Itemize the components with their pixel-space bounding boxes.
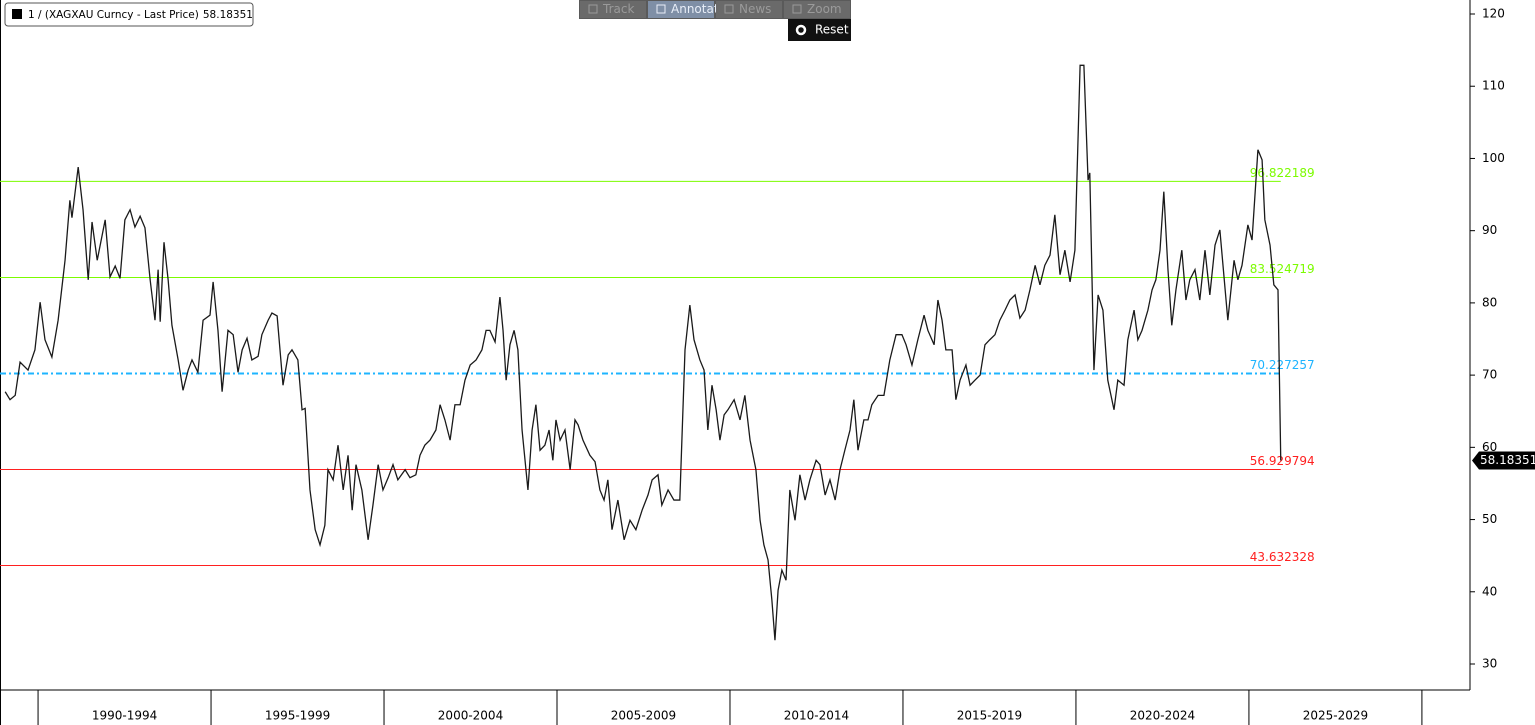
y-tick-label: 30 bbox=[1482, 657, 1497, 671]
toolbar-icon bbox=[656, 4, 666, 14]
reset-icon bbox=[795, 24, 807, 36]
y-tick-label: 40 bbox=[1482, 584, 1497, 598]
last-price-label: 58.18351 bbox=[1480, 453, 1535, 467]
toolbar-icon bbox=[792, 4, 802, 14]
toolbar-icon bbox=[724, 4, 734, 14]
legend-last-value: 58.18351 bbox=[203, 9, 253, 21]
price-line bbox=[4, 64, 1282, 641]
legend-swatch bbox=[12, 9, 22, 19]
toolbar-button-label[interactable]: Annotate bbox=[671, 2, 726, 16]
last-price-tag bbox=[1472, 451, 1535, 470]
legend: 1 / (XAGXAU Curncy - Last Price) 58.18351 bbox=[4, 2, 254, 27]
toolbar-icon bbox=[588, 4, 598, 14]
x-tick-label: 2015-2019 bbox=[957, 709, 1022, 723]
toolbar-button-label[interactable]: Zoom bbox=[807, 2, 842, 16]
toolbar: Reset Track Annotate News Zoom bbox=[579, 0, 851, 41]
y-tick-label: 80 bbox=[1482, 295, 1497, 309]
x-tick-label: 2000-2004 bbox=[438, 709, 503, 723]
x-tick-label: 1995-1999 bbox=[265, 709, 330, 723]
y-tick-label: 120 bbox=[1482, 7, 1505, 21]
level-label: 56.929794 bbox=[1250, 454, 1315, 468]
y-tick-label: 90 bbox=[1482, 223, 1497, 237]
reset-label[interactable]: Reset bbox=[815, 23, 849, 37]
y-tick-label: 110 bbox=[1482, 79, 1505, 93]
y-tick-label: 60 bbox=[1482, 440, 1497, 454]
level-label: 70.227257 bbox=[1250, 358, 1315, 372]
level-label: 43.632328 bbox=[1250, 550, 1315, 564]
x-tick-label: 1990-1994 bbox=[92, 709, 157, 723]
level-label: 83.524719 bbox=[1250, 262, 1315, 276]
toolbar-button-label[interactable]: Track bbox=[602, 2, 634, 16]
x-tick-label: 2020-2024 bbox=[1130, 709, 1195, 723]
legend-name: 1 / (XAGXAU Curncy - Last Price) bbox=[28, 9, 199, 21]
toolbar-button-label[interactable]: News bbox=[739, 2, 771, 16]
toolbar-bg bbox=[579, 0, 851, 19]
legend-box bbox=[4, 2, 254, 27]
legend-text: 1 / (XAGXAU Curncy - Last Price) 58.18351 bbox=[28, 9, 253, 21]
x-tick-label: 2025-2029 bbox=[1303, 709, 1368, 723]
x-tick-label: 2005-2009 bbox=[611, 709, 676, 723]
y-tick-label: 70 bbox=[1482, 368, 1497, 382]
y-tick-label: 100 bbox=[1482, 151, 1505, 165]
y-tick-label: 50 bbox=[1482, 512, 1497, 526]
x-tick-label: 2010-2014 bbox=[784, 709, 849, 723]
level-label: 96.822189 bbox=[1250, 166, 1315, 180]
plot-area: 96.822189 83.524719 70.227257 56.929794 43.6… bbox=[0, 64, 1315, 641]
reset-button[interactable] bbox=[788, 19, 851, 41]
